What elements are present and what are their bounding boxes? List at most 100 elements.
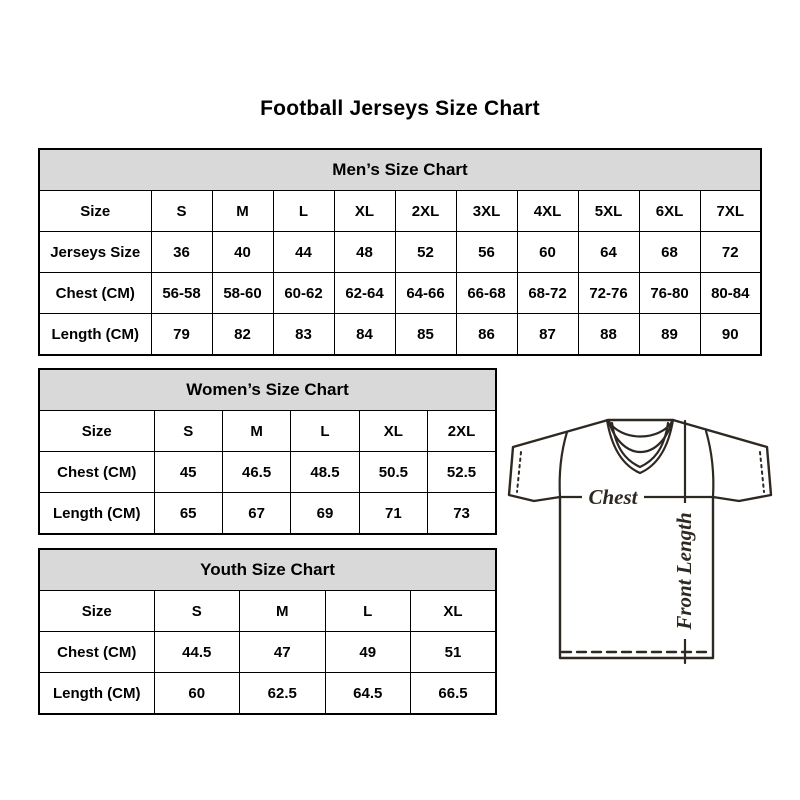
jersey-outline	[507, 418, 773, 660]
value-cell: 47	[239, 631, 326, 673]
value-cell: 82	[211, 313, 274, 356]
row-label-cell: Length (CM)	[38, 313, 152, 356]
value-cell: 72-76	[577, 272, 640, 314]
left-armhole-seam	[558, 430, 569, 499]
value-cell: 44.5	[153, 631, 240, 673]
row-label-cell: Size	[38, 190, 152, 232]
womens-size-table: Women’s Size Chart Size S M L XL 2XL Chest (CM)…	[38, 368, 497, 535]
value-cell: 88	[577, 313, 640, 356]
value-cell: 40	[211, 231, 274, 273]
value-cell: 64	[577, 231, 640, 273]
jersey-measurement-diagram: Chest Front Length	[500, 400, 780, 680]
front-length-measure-label: Front Length	[672, 512, 696, 630]
value-cell: 66.5	[410, 672, 497, 715]
value-cell: 68	[638, 231, 701, 273]
value-cell: 48	[333, 231, 396, 273]
value-cell: 86	[455, 313, 518, 356]
value-cell: 69	[290, 492, 360, 535]
table-row: Length (CM) 79 82 83 84 85 86 87 88 89 90	[38, 313, 762, 356]
value-cell: 64-66	[394, 272, 457, 314]
chest-measure-label: Chest	[588, 485, 638, 509]
value-cell: 67	[221, 492, 292, 535]
value-cell: 71	[358, 492, 429, 535]
collar-v-outer	[605, 418, 675, 475]
row-label-cell: Chest (CM)	[38, 451, 155, 493]
value-cell: 52.5	[427, 451, 497, 493]
table-title: Men’s Size Chart	[38, 148, 762, 191]
table-row: Size S M L XL 2XL	[38, 410, 497, 452]
value-cell: 73	[427, 492, 497, 535]
value-cell: 56-58	[150, 272, 213, 314]
value-cell: L	[290, 410, 360, 452]
value-cell: 44	[272, 231, 335, 273]
value-cell: 49	[324, 631, 411, 673]
value-cell: 79	[150, 313, 213, 356]
value-cell: L	[272, 190, 335, 232]
row-label-cell: Length (CM)	[38, 492, 155, 535]
value-cell: 66-68	[455, 272, 518, 314]
size-table: Women’s Size Chart Size S M L XL 2XL Chest (CM)…	[38, 368, 497, 535]
right-armhole-seam	[704, 429, 715, 499]
value-cell: 2XL	[427, 410, 497, 452]
value-cell: 51	[410, 631, 497, 673]
value-cell: 50.5	[358, 451, 429, 493]
table-title: Women’s Size Chart	[38, 368, 497, 411]
left-cuff-stitch	[516, 451, 522, 493]
row-label-cell: Size	[38, 590, 155, 632]
value-cell: M	[221, 410, 292, 452]
table-title-row: Women’s Size Chart	[38, 368, 497, 411]
row-label-cell: Chest (CM)	[38, 272, 152, 314]
row-label-cell: Length (CM)	[38, 672, 155, 715]
value-cell: 76-80	[638, 272, 701, 314]
front-length-label-backplate	[674, 503, 696, 639]
value-cell: 83	[272, 313, 335, 356]
right-cuff-stitch	[759, 451, 765, 493]
value-cell: 65	[153, 492, 223, 535]
value-cell: 72	[699, 231, 762, 273]
row-label-cell: Jerseys Size	[38, 231, 152, 273]
row-label-cell: Chest (CM)	[38, 631, 155, 673]
mens-size-table: Men’s Size Chart Size S M L XL 2XL 3XL 4XL 5XL 6XL…	[38, 148, 762, 356]
jersey-diagram-svg: Chest Front Length	[507, 418, 773, 665]
value-cell: XL	[358, 410, 429, 452]
value-cell: 2XL	[394, 190, 457, 232]
page-title: Football Jerseys Size Chart	[260, 97, 540, 120]
chest-label-backplate	[582, 486, 644, 507]
value-cell: XL	[333, 190, 396, 232]
table-row: Size S M L XL 2XL 3XL 4XL 5XL 6XL 7XL	[38, 190, 762, 232]
value-cell: 52	[394, 231, 457, 273]
value-cell: 89	[638, 313, 701, 356]
value-cell: 62.5	[239, 672, 326, 715]
value-cell: 58-60	[211, 272, 274, 314]
value-cell: 62-64	[333, 272, 396, 314]
value-cell: 87	[516, 313, 579, 356]
size-table: Youth Size Chart Size S M L XL Chest (CM) 44.5 4…	[38, 548, 497, 715]
value-cell: 5XL	[577, 190, 640, 232]
value-cell: L	[324, 590, 411, 632]
value-cell: 56	[455, 231, 518, 273]
value-cell: 60-62	[272, 272, 335, 314]
table-row: Chest (CM) 56-58 58-60 60-62 62-64 64-66 66-68…	[38, 272, 762, 314]
value-cell: 48.5	[290, 451, 360, 493]
collar-v-inner	[610, 421, 670, 469]
value-cell: 85	[394, 313, 457, 356]
value-cell: XL	[410, 590, 497, 632]
table-row: Size S M L XL	[38, 590, 497, 632]
table-title-row: Men’s Size Chart	[38, 148, 762, 191]
value-cell: M	[239, 590, 326, 632]
value-cell: 6XL	[638, 190, 701, 232]
table-title: Youth Size Chart	[38, 548, 497, 591]
value-cell: 45	[153, 451, 223, 493]
value-cell: 80-84	[699, 272, 762, 314]
row-label-cell: Size	[38, 410, 155, 452]
table-row: Length (CM) 65 67 69 71 73	[38, 492, 497, 535]
value-cell: 90	[699, 313, 762, 356]
value-cell: 68-72	[516, 272, 579, 314]
value-cell: 4XL	[516, 190, 579, 232]
value-cell: S	[150, 190, 213, 232]
value-cell: S	[153, 590, 240, 632]
value-cell: 3XL	[455, 190, 518, 232]
value-cell: 84	[333, 313, 396, 356]
youth-size-table: Youth Size Chart Size S M L XL Chest (CM) 44.5 4…	[38, 548, 497, 715]
size-table: Men’s Size Chart Size S M L XL 2XL 3XL 4XL 5XL 6XL…	[38, 148, 762, 356]
